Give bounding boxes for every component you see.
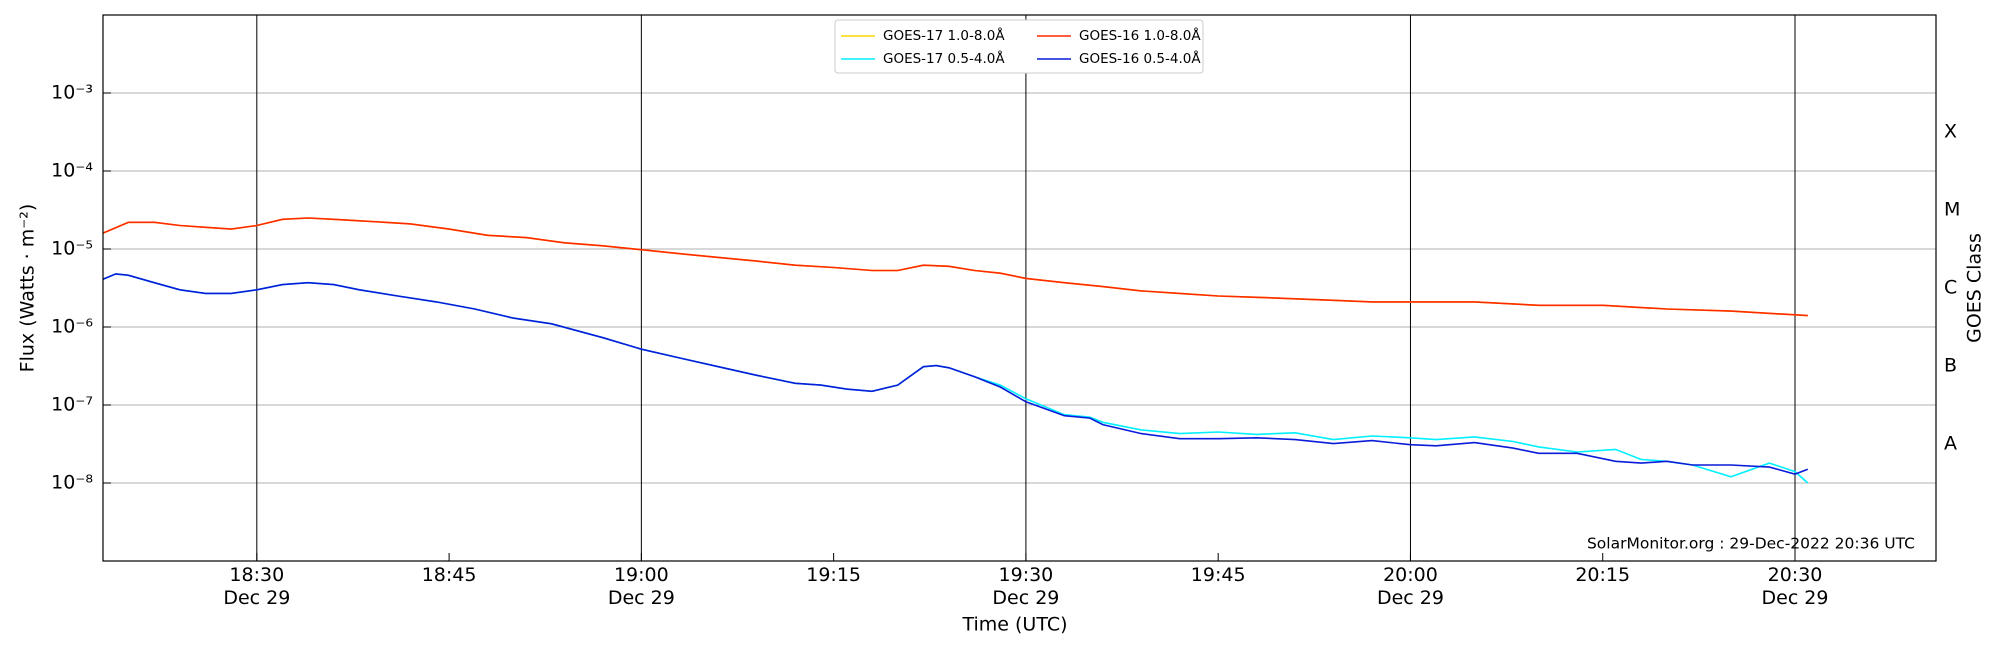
x-tick-label: 19:30 Dec 29: [992, 564, 1059, 609]
legend-label: GOES-17 0.5-4.0Å: [883, 50, 1005, 67]
y2-tick-label: C: [1944, 277, 1957, 299]
y-axis-label: Flux (Watts · m⁻²): [17, 204, 39, 373]
x-tick-label-line: 20:15: [1575, 564, 1630, 586]
legend-label: GOES-17 1.0-8.0Å: [883, 27, 1005, 44]
x-tick-label-line: Dec 29: [1377, 587, 1444, 609]
x-tick-label-line: 19:15: [806, 564, 861, 586]
y2-tick-label: X: [1944, 121, 1957, 143]
y2-axis-label: GOES Class: [1964, 233, 1986, 343]
plot-frame: [102, 14, 1937, 562]
x-tick-label: 20:30 Dec 29: [1762, 564, 1829, 609]
x-tick-label-line: 20:00: [1383, 564, 1438, 586]
x-axis-label: Time (UTC): [961, 614, 1067, 636]
x-tick-label: 19:15: [806, 564, 861, 586]
legend-label: GOES-16 0.5-4.0Å: [1079, 50, 1201, 67]
y-tick-label: 10⁻⁵: [51, 238, 93, 260]
x-tick-label: 19:00 Dec 29: [608, 564, 675, 609]
y-tick-label: 10⁻³: [51, 82, 93, 104]
x-tick-label-line: Dec 29: [608, 587, 675, 609]
series-line: [102, 273, 1809, 475]
y2-tick-label: B: [1944, 355, 1957, 377]
x-tick-label: 20:15: [1575, 564, 1630, 586]
x-tick-label: 19:45: [1191, 564, 1246, 586]
x-tick-label-line: Dec 29: [992, 587, 1059, 609]
x-tick-label-line: 19:00: [614, 564, 669, 586]
annotation: SolarMonitor.org : 29-Dec-2022 20:36 UTC: [1587, 535, 1915, 553]
y-tick-label: 10⁻⁴: [51, 160, 93, 182]
x-tick-label-line: 20:30: [1768, 564, 1823, 586]
y2-tick-label: A: [1944, 433, 1957, 455]
x-tick-label-line: 18:30: [229, 564, 284, 586]
series-line: [102, 217, 1808, 317]
y2-tick-label: M: [1944, 199, 1960, 221]
x-tick-label-line: Dec 29: [223, 587, 290, 609]
x-tick-label-line: Dec 29: [1762, 587, 1829, 609]
x-tick-label-line: 19:30: [999, 564, 1054, 586]
legend-box: [834, 19, 1204, 74]
x-tick-label: 20:00 Dec 29: [1377, 564, 1444, 609]
x-tick-label: 18:45: [422, 564, 477, 586]
y-tick-label: 10⁻⁶: [51, 316, 93, 338]
x-tick-label-line: 19:45: [1191, 564, 1246, 586]
x-tick-label-line: 18:45: [422, 564, 477, 586]
legend-label: GOES-16 1.0-8.0Å: [1079, 27, 1201, 44]
y-tick-label: 10⁻⁷: [51, 394, 93, 416]
y-tick-label: 10⁻⁸: [51, 472, 93, 494]
x-tick-label: 18:30 Dec 29: [223, 564, 290, 609]
